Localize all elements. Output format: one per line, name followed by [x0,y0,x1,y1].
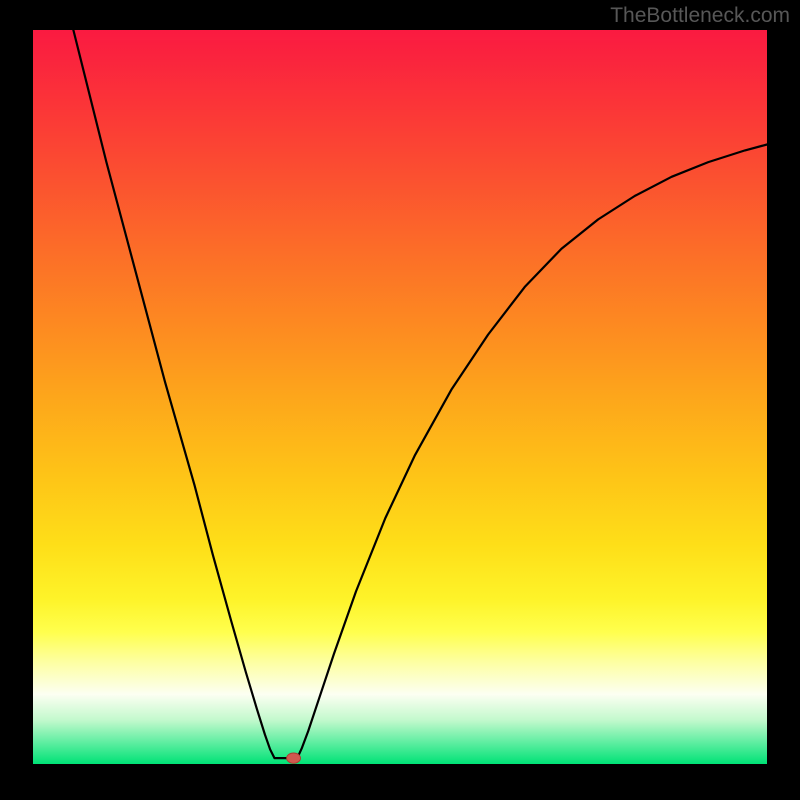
watermark-text: TheBottleneck.com [610,4,790,28]
optimum-marker [287,753,301,763]
chart-container: TheBottleneck.com [0,0,800,800]
plot-background [33,30,767,764]
bottleneck-chart [0,0,800,800]
